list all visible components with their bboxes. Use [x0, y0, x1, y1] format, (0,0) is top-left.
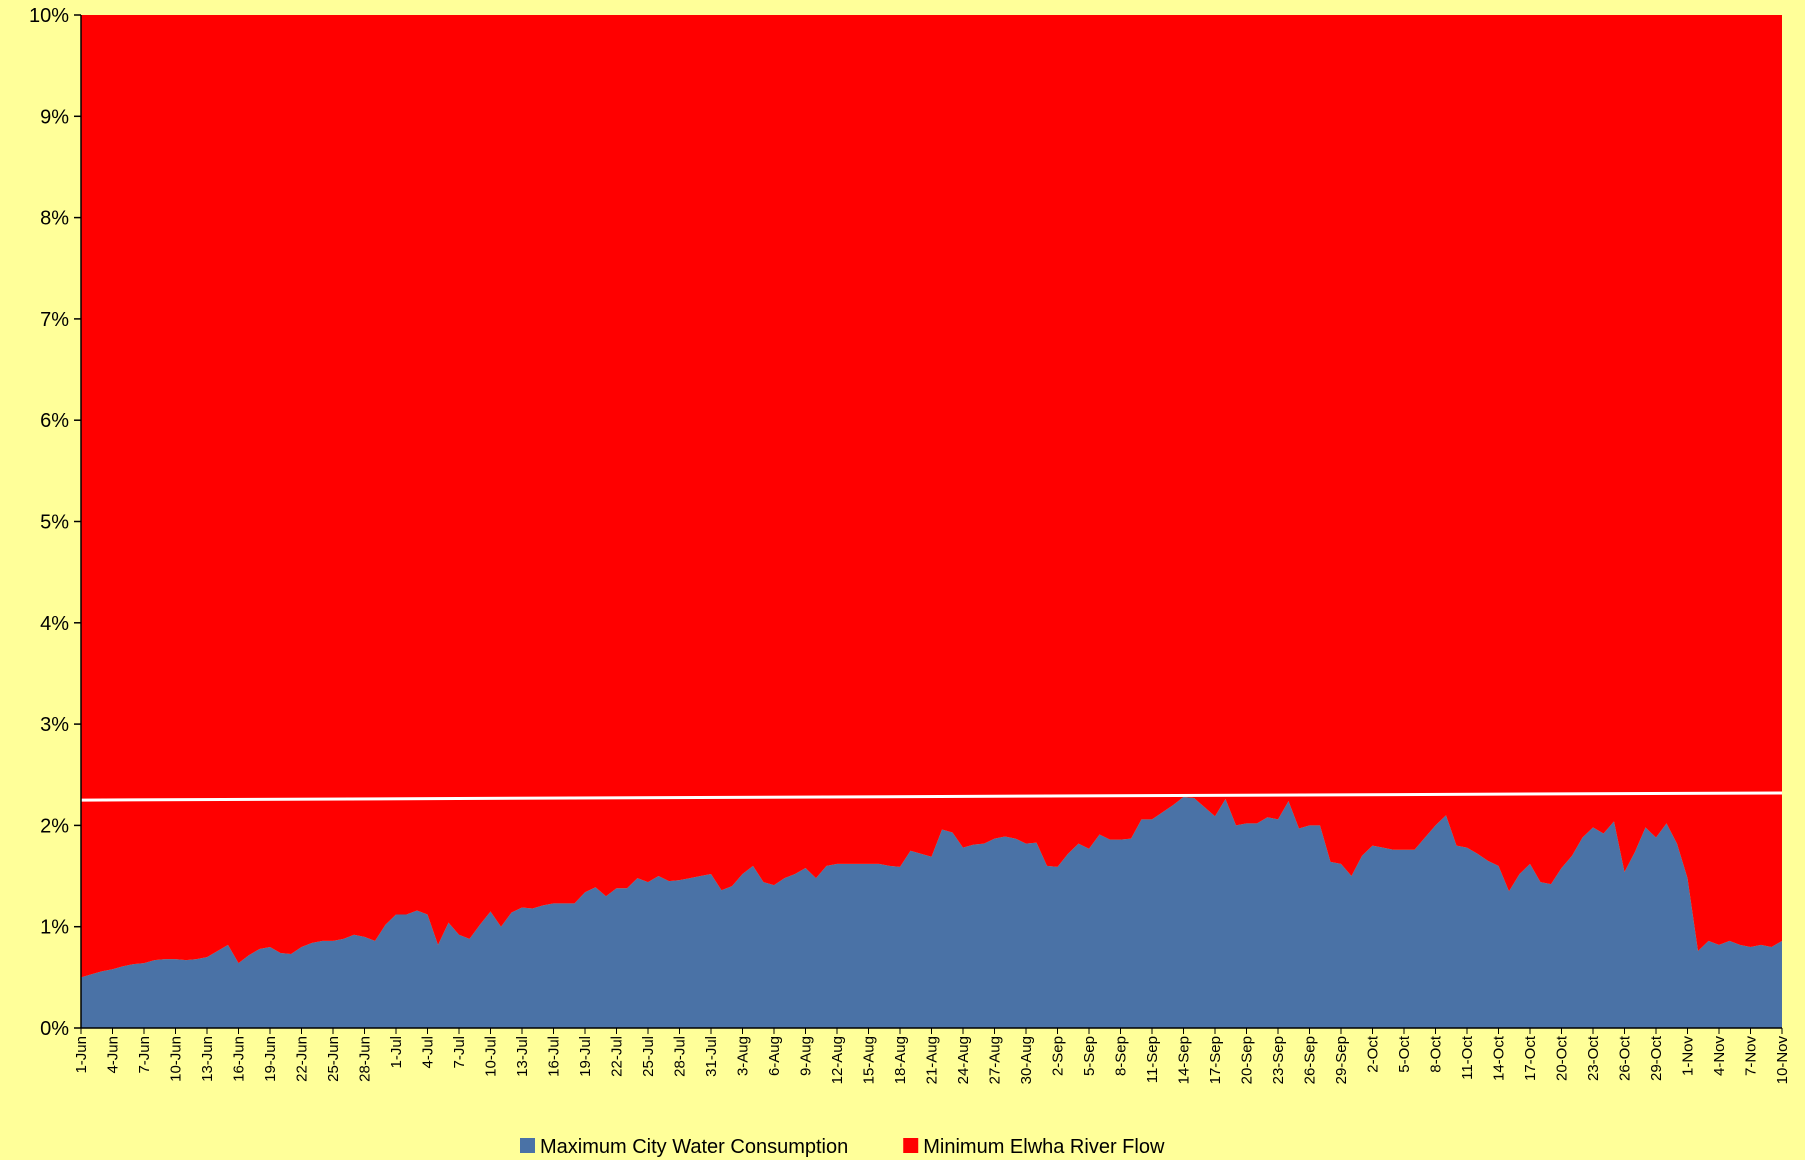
x-tick-label: 1-Nov: [1680, 1036, 1697, 1077]
x-tick-label: 16-Jul: [546, 1036, 563, 1077]
x-tick-label: 2-Oct: [1365, 1035, 1382, 1073]
x-tick-label: 3-Aug: [735, 1036, 752, 1076]
y-tick-label: 1%: [40, 917, 69, 939]
x-tick-label: 11-Oct: [1459, 1035, 1476, 1080]
x-tick-label: 14-Oct: [1491, 1035, 1508, 1081]
legend-swatch: [520, 1138, 535, 1153]
y-tick-label: 3%: [40, 714, 69, 736]
legend-swatch: [903, 1138, 919, 1153]
x-tick-label: 1-Jul: [388, 1036, 405, 1069]
area: [81, 797, 1782, 1028]
x-tick-label: 8-Oct: [1428, 1035, 1445, 1073]
legend-label: Maximum City Water Consumption: [540, 1136, 848, 1158]
x-tick-label: 8-Sep: [1113, 1036, 1130, 1076]
x-tick-label: 26-Oct: [1617, 1035, 1634, 1081]
x-tick-label: 15-Aug: [861, 1036, 878, 1084]
x-tick-label: 22-Jul: [609, 1036, 626, 1077]
x-tick-label: 27-Aug: [987, 1036, 1004, 1084]
x-tick-label: 17-Oct: [1522, 1035, 1539, 1081]
y-tick-label: 6%: [40, 410, 69, 432]
x-tick-label: 19-Jul: [577, 1036, 594, 1077]
x-tick-label: 10-Jun: [168, 1036, 185, 1082]
y-tick-label: 5%: [40, 512, 69, 534]
x-tick-label: 10-Jul: [483, 1036, 500, 1077]
x-tick-label: 4-Jul: [420, 1036, 437, 1069]
x-tick-label: 23-Oct: [1585, 1035, 1602, 1081]
x-tick-label: 13-Jun: [199, 1036, 216, 1082]
x-tick-label: 13-Jul: [514, 1036, 531, 1077]
y-tick-label: 7%: [40, 309, 69, 331]
x-tick-label: 5-Sep: [1081, 1036, 1098, 1076]
x-tick-label: 25-Jul: [640, 1036, 657, 1077]
y-tick-label: 9%: [40, 106, 69, 128]
x-tick-label: 25-Jun: [325, 1036, 342, 1082]
legend: Maximum City Water Consumption Minimum El…: [520, 1136, 1165, 1158]
x-tick-label: 17-Sep: [1207, 1036, 1224, 1084]
x-tick-label: 24-Aug: [955, 1036, 972, 1084]
y-tick-label: 2%: [40, 815, 69, 837]
x-tick-label: 7-Jun: [136, 1036, 153, 1074]
x-tick-label: 4-Jun: [105, 1036, 122, 1074]
plot-area: [81, 15, 1782, 1028]
x-tick-label: 29-Sep: [1333, 1036, 1350, 1084]
x-tick-label: 20-Sep: [1239, 1036, 1256, 1084]
x-tick-label: 18-Aug: [892, 1036, 909, 1084]
x-tick-label: 31-Jul: [703, 1036, 720, 1077]
x-tick-label: 22-Jun: [294, 1036, 311, 1082]
x-tick-label: 5-Oct: [1396, 1035, 1413, 1073]
x-tick-label: 7-Nov: [1743, 1036, 1760, 1077]
x-tick-label: 6-Aug: [766, 1036, 783, 1076]
y-tick-label: 0%: [40, 1018, 69, 1040]
x-tick-label: 26-Sep: [1302, 1036, 1319, 1084]
x-tick-label: 16-Jun: [231, 1036, 248, 1082]
legend-label: Minimum Elwha River Flow: [923, 1136, 1165, 1158]
x-tick-label: 1-Jun: [73, 1036, 90, 1074]
y-tick-label: 10%: [29, 5, 69, 27]
x-tick-label: 9-Aug: [798, 1036, 815, 1076]
x-tick-label: 29-Oct: [1648, 1035, 1665, 1081]
x-tick-label: 21-Aug: [924, 1036, 941, 1084]
trend-line: [80, 791, 1783, 802]
x-tick-label: 28-Jun: [357, 1036, 374, 1082]
x-tick-label: 4-Nov: [1711, 1036, 1728, 1077]
x-tick-label: 30-Aug: [1018, 1036, 1035, 1084]
x-tick-label: 10-Nov: [1774, 1036, 1791, 1085]
x-tick-label: 12-Aug: [829, 1036, 846, 1084]
x-tick-label: 20-Oct: [1554, 1035, 1571, 1081]
x-tick-label: 7-Jul: [451, 1036, 468, 1069]
y-tick-label: 8%: [40, 208, 69, 230]
x-tick-label: 23-Sep: [1270, 1036, 1287, 1084]
x-tick-label: 19-Jun: [262, 1036, 279, 1082]
x-tick-label: 11-Sep: [1144, 1036, 1161, 1083]
area: [81, 15, 1782, 978]
x-tick-label: 2-Sep: [1050, 1036, 1067, 1076]
x-tick-label: 14-Sep: [1176, 1036, 1193, 1084]
x-tick-label: 28-Jul: [672, 1036, 689, 1077]
y-tick-label: 4%: [40, 613, 69, 635]
